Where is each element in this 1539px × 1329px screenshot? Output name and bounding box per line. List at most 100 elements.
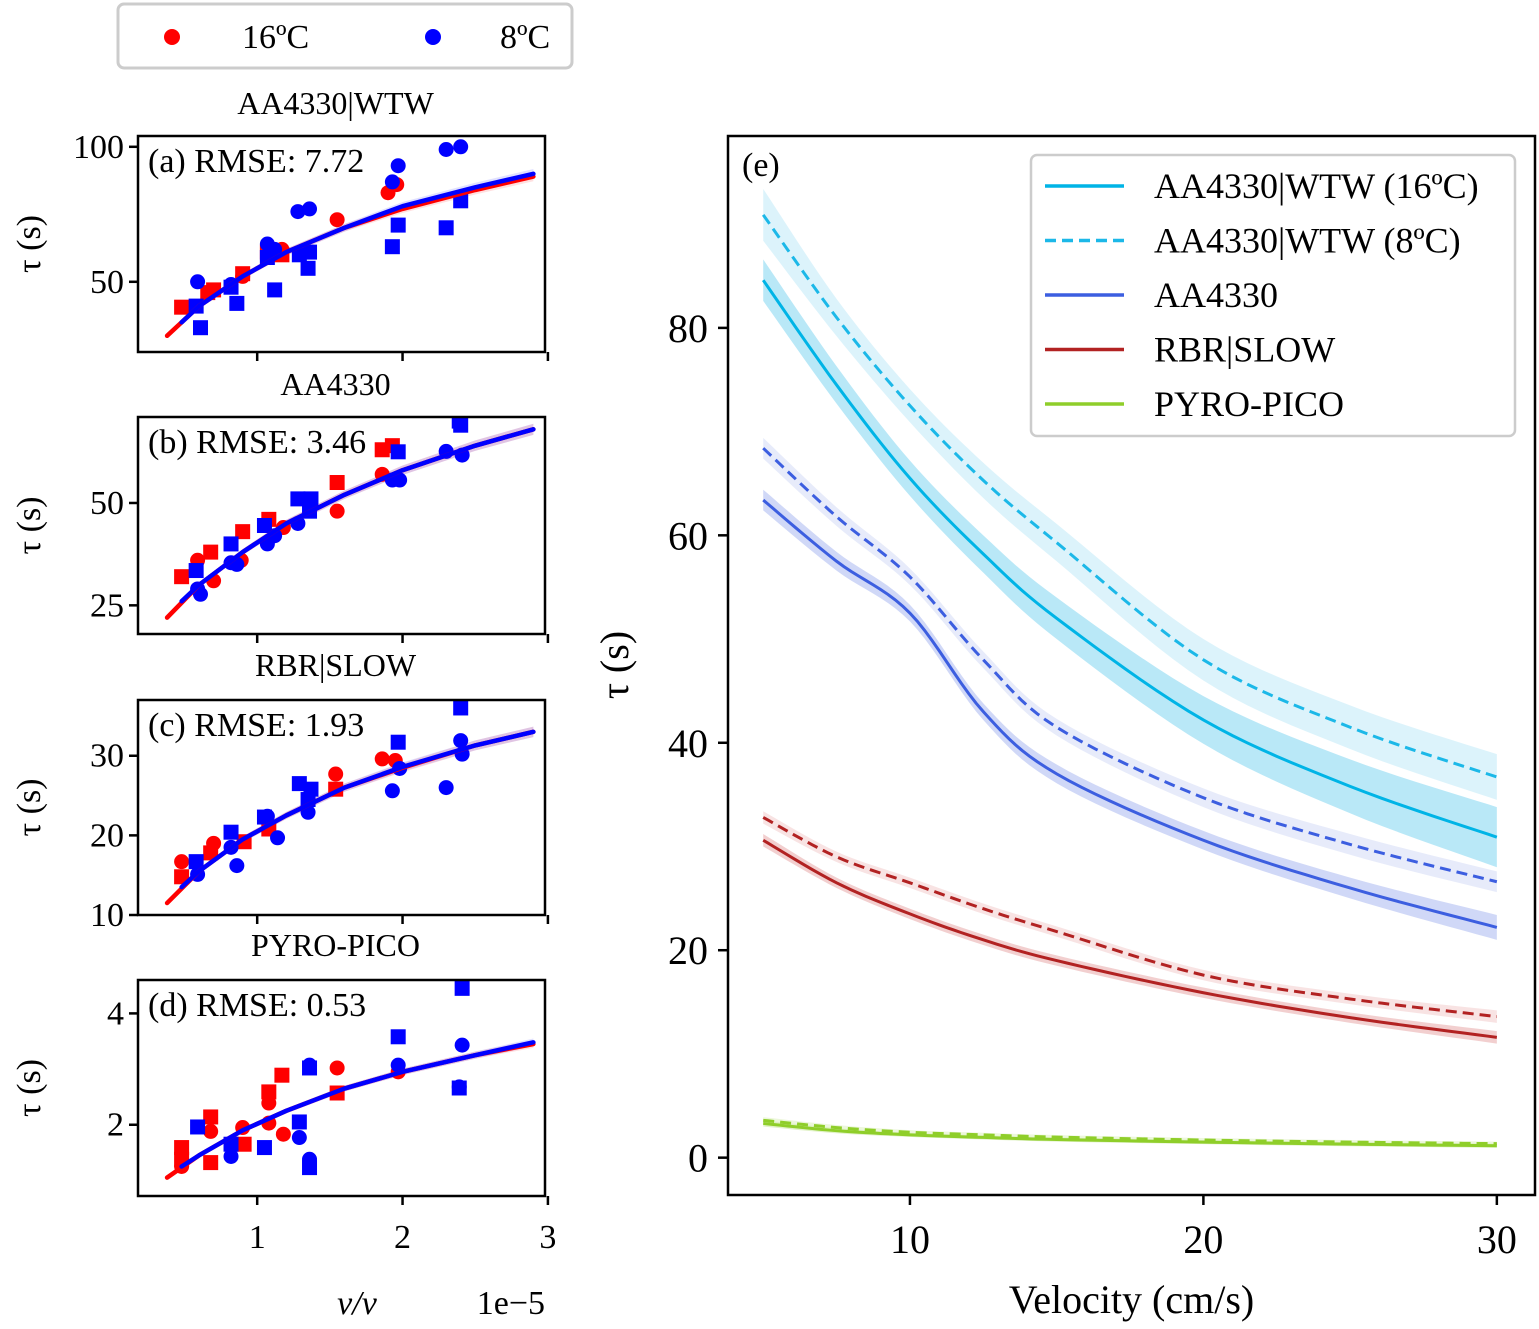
data-point-square [174,569,190,585]
data-point-square [291,1114,307,1130]
data-point-circle [390,1057,406,1073]
fit-line [179,171,536,325]
data-point-square [235,524,251,540]
rmse-annotation: (b) RMSE: 3.46 [148,424,366,461]
confidence-band [763,811,1497,1023]
x-tick-label: 3 [539,1219,556,1256]
series-line [762,498,1498,929]
top-legend-frame [116,2,574,70]
data-point-circle [384,783,400,799]
data-point-circle [328,766,344,782]
legend-label: AA4330 [1154,275,1278,315]
data-point-square [174,1140,190,1156]
data-point-circle [390,158,406,174]
data-point-circle [392,472,408,488]
fit-band [167,726,534,905]
data-point-circle [302,201,318,217]
legend-label: RBR|SLOW [1154,330,1335,370]
data-point-square [174,869,190,885]
data-point-circle [229,858,245,874]
data-point-circle [453,139,469,155]
series-line-dashed [762,447,1498,884]
data-point-circle [454,1037,470,1053]
data-point-square [302,244,318,260]
y-tick-label: 60 [668,513,708,558]
x-offset-label: 1e−5 [477,1285,545,1322]
axes-frame [136,134,547,354]
panel-c: RBR|SLOW 10 20 30 τ (s) (c) RMSE: 1.93 [11,647,550,934]
y-axis-label: τ (s) [11,496,48,554]
data-point-square [174,299,190,315]
data-point-circle [291,1130,307,1146]
data-point-square [203,845,219,861]
data-point-circle [193,586,209,602]
panel-title: PYRO-PICO [251,927,420,963]
data-point-square [203,1155,219,1171]
data-point-circle [329,1060,345,1076]
legend-label: AA4330|WTW (16ºC) [1154,166,1479,206]
y-axis-label: τ (s) [11,778,48,836]
rmse-annotation: (c) RMSE: 1.93 [148,707,364,744]
y-tick-label: 25 [90,587,124,624]
data-point-circle [384,174,400,190]
data-point-circle [190,274,206,290]
legend-label-16c: 16ºC [242,19,309,56]
data-point-circle [329,212,345,228]
series-line-dashed [762,816,1498,1019]
data-point-square [203,544,219,560]
panel-e: 0 20 40 60 80 10 20 30 Velocity (cm/s) τ (s) (e) AA… [592,134,1537,1322]
y-tick-label: 10 [90,897,124,934]
panel-title: AA4330|WTW [237,85,434,121]
fit-band [167,1040,534,1179]
y-tick-label: 80 [668,306,708,351]
data-point-square [188,563,204,579]
fit-line [179,729,536,890]
series-line-dashed [761,213,1498,779]
data-point-circle [290,204,306,220]
data-point-square [384,239,400,255]
confidence-band [763,259,1497,868]
data-point-square [390,734,406,750]
x-tick-label: 1 [249,1219,266,1256]
data-point-square [329,475,345,491]
data-point-square [438,220,454,236]
x-axis-label: Velocity (cm/s) [1009,1277,1255,1322]
data-point-circle [453,733,469,749]
data-point-square [302,1060,318,1076]
data-point-square [190,1119,206,1135]
panel-d: PYRO-PICO 2 4 1 2 3 τ (s) (d) RMSE: 0.53 ν/v 1e−5 [11,927,556,1322]
fit-line [179,427,536,604]
fit-line [164,729,536,906]
panel-annotation: (e) [742,147,780,184]
data-point-square [229,295,245,311]
data-point-square [203,1109,219,1125]
data-point-square [256,518,272,533]
data-point-circle [270,830,286,846]
data-point-square [390,444,406,460]
data-point-circle [438,780,454,796]
series-line [762,838,1498,1039]
y-tick-label: 50 [90,264,124,301]
data-point-square [451,417,467,429]
y-tick-label: 20 [90,817,124,854]
data-point-square [451,1080,467,1096]
legend-label: AA4330|WTW (8ºC) [1154,221,1461,261]
data-point-square [188,854,204,870]
axes-frame [136,698,547,917]
panel-title: RBR|SLOW [255,647,417,683]
confidence-band [763,834,1497,1044]
panel-b: AA4330 25 50 τ (s) (b) RMSE: 3.46 [11,366,550,643]
data-point-square [223,824,239,840]
data-point-square [291,776,307,792]
data-point-circle [374,751,390,767]
data-point-square [303,491,319,507]
data-point-square [302,1160,318,1176]
y-tick-label: 2 [107,1107,124,1144]
x-axis-label: ν/v [337,1285,378,1322]
data-point-square [236,1136,252,1152]
legend-label: PYRO-PICO [1154,384,1344,424]
plot-area [164,417,536,620]
data-point-square [193,320,209,336]
fit-band [167,171,534,338]
